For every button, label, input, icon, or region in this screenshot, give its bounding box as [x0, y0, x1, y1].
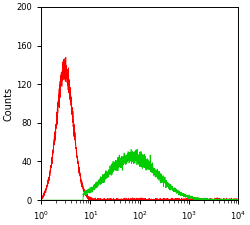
Y-axis label: Counts: Counts	[4, 86, 14, 121]
